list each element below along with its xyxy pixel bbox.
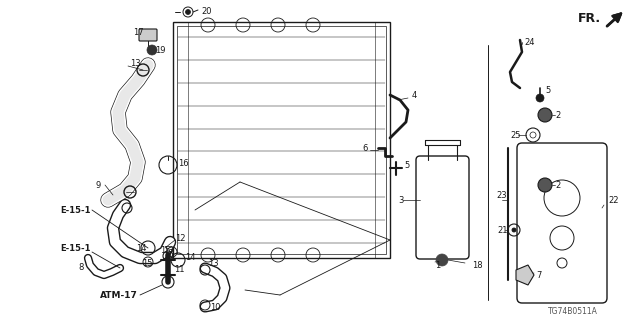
Text: 2: 2 bbox=[555, 110, 560, 119]
Text: 17: 17 bbox=[133, 28, 143, 36]
Text: 13: 13 bbox=[208, 260, 219, 268]
Text: 6: 6 bbox=[362, 143, 367, 153]
Text: ATM-17: ATM-17 bbox=[100, 291, 138, 300]
Text: 25: 25 bbox=[510, 131, 520, 140]
Text: 10: 10 bbox=[210, 303, 221, 313]
Text: 16: 16 bbox=[178, 158, 189, 167]
Text: E-15-1: E-15-1 bbox=[60, 205, 90, 214]
Text: TG74B0511A: TG74B0511A bbox=[548, 308, 598, 316]
Circle shape bbox=[186, 10, 191, 14]
Bar bbox=[177, 26, 386, 254]
Text: 8: 8 bbox=[78, 263, 83, 273]
Text: 24: 24 bbox=[524, 37, 534, 46]
Text: 15: 15 bbox=[160, 245, 170, 254]
Text: 14: 14 bbox=[185, 253, 195, 262]
Text: 21: 21 bbox=[497, 226, 508, 235]
Text: 23: 23 bbox=[496, 190, 507, 199]
Text: 14: 14 bbox=[136, 244, 147, 252]
Circle shape bbox=[512, 228, 516, 232]
Text: 3: 3 bbox=[398, 196, 403, 204]
Text: 18: 18 bbox=[472, 260, 483, 269]
Bar bbox=[173, 22, 390, 258]
Text: 12: 12 bbox=[175, 234, 186, 243]
Text: 13: 13 bbox=[163, 245, 173, 254]
Text: 19: 19 bbox=[155, 45, 166, 54]
Text: FR.: FR. bbox=[578, 12, 601, 25]
Text: 7: 7 bbox=[536, 270, 541, 279]
Text: 4: 4 bbox=[412, 91, 417, 100]
Polygon shape bbox=[516, 265, 534, 285]
Text: 22: 22 bbox=[608, 196, 618, 204]
Text: 2: 2 bbox=[555, 180, 560, 189]
Circle shape bbox=[536, 94, 544, 102]
Text: 5: 5 bbox=[545, 85, 550, 94]
Text: E-15-1: E-15-1 bbox=[60, 244, 90, 252]
Text: 20: 20 bbox=[201, 6, 211, 15]
Text: 9: 9 bbox=[95, 180, 100, 189]
Text: 11: 11 bbox=[174, 266, 184, 275]
Text: 15: 15 bbox=[142, 259, 152, 268]
Circle shape bbox=[436, 254, 448, 266]
Text: 13: 13 bbox=[130, 59, 141, 68]
Circle shape bbox=[538, 108, 552, 122]
Circle shape bbox=[538, 178, 552, 192]
Text: 1: 1 bbox=[435, 260, 440, 269]
Text: 5: 5 bbox=[404, 161, 409, 170]
Circle shape bbox=[147, 45, 157, 55]
FancyBboxPatch shape bbox=[139, 29, 157, 41]
